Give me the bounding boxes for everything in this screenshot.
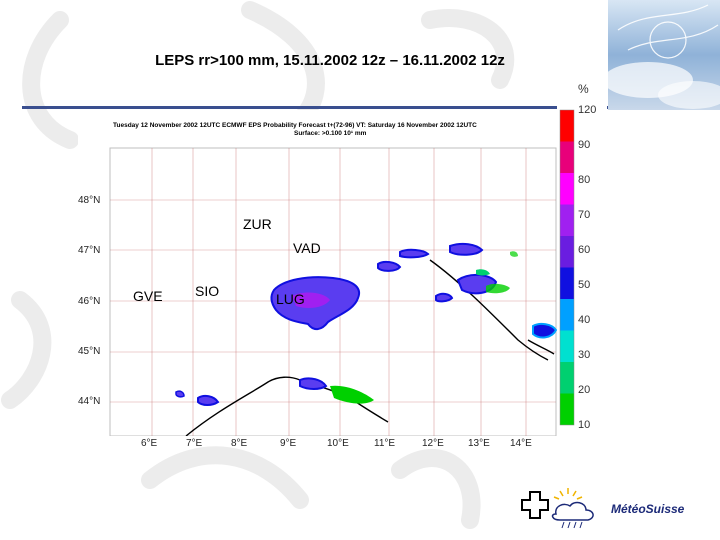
station-label-sio: SIO [195,283,220,299]
colorbar-unit: % [578,82,589,96]
colorbar-tick: 50 [578,279,591,291]
lon-label: 12°E [422,438,444,449]
footer-brand-text: MétéoSuisse [611,502,685,516]
lon-label: 14°E [510,438,532,449]
colorbar-band [560,204,574,236]
probability-colorbar [557,80,607,440]
lat-label: 48°N [78,195,101,206]
map-header-line1: Tuesday 12 November 2002 12UTC ECMWF EPS… [113,122,477,129]
colorbar-tick: 60 [578,244,591,256]
colorbar-tick: 70 [578,209,591,221]
station-label-gve: GVE [133,288,163,304]
lat-label: 44°N [78,396,101,407]
colorbar-band [560,330,574,362]
lon-label: 7°E [186,438,203,449]
lat-label: 46°N [78,296,101,307]
lon-label: 8°E [231,438,248,449]
colorbar-tick: 80 [578,174,591,186]
meteosuisse-logo [521,488,594,529]
colorbar-tick: 90 [578,139,591,151]
lat-label: 45°N [78,346,101,357]
colorbar-tick: 10 [578,419,591,431]
title-divider [22,106,608,109]
colorbar-band [560,393,574,425]
lat-label: 47°N [78,245,101,256]
colorbar-tick: 40 [578,314,591,326]
colorbar-band [560,141,574,173]
station-label-vad: VAD [293,240,321,256]
colorbar-band [560,362,574,394]
colorbar-band [560,299,574,331]
colorbar-band [560,110,574,142]
header-logo-image [608,0,720,110]
lon-label: 9°E [280,438,297,449]
lon-label: 13°E [468,438,490,449]
colorbar-tick: 20 [578,384,591,396]
colorbar-tick: 30 [578,349,591,361]
lon-label: 6°E [141,438,158,449]
colorbar-band [560,267,574,299]
station-label-zur: ZUR [243,216,272,232]
colorbar-band [560,236,574,268]
probability-map [78,110,566,436]
lon-label: 11°E [374,438,396,449]
map-header-line2: Surface: >0.100 10¹ mm [294,130,367,137]
colorbar-band [560,173,574,205]
lon-label: 10°E [327,438,349,449]
station-label-lug: LUG [276,291,305,307]
slide-title: LEPS rr>100 mm, 15.11.2002 12z – 16.11.2… [155,52,505,69]
colorbar-tick: 120 [578,104,597,116]
